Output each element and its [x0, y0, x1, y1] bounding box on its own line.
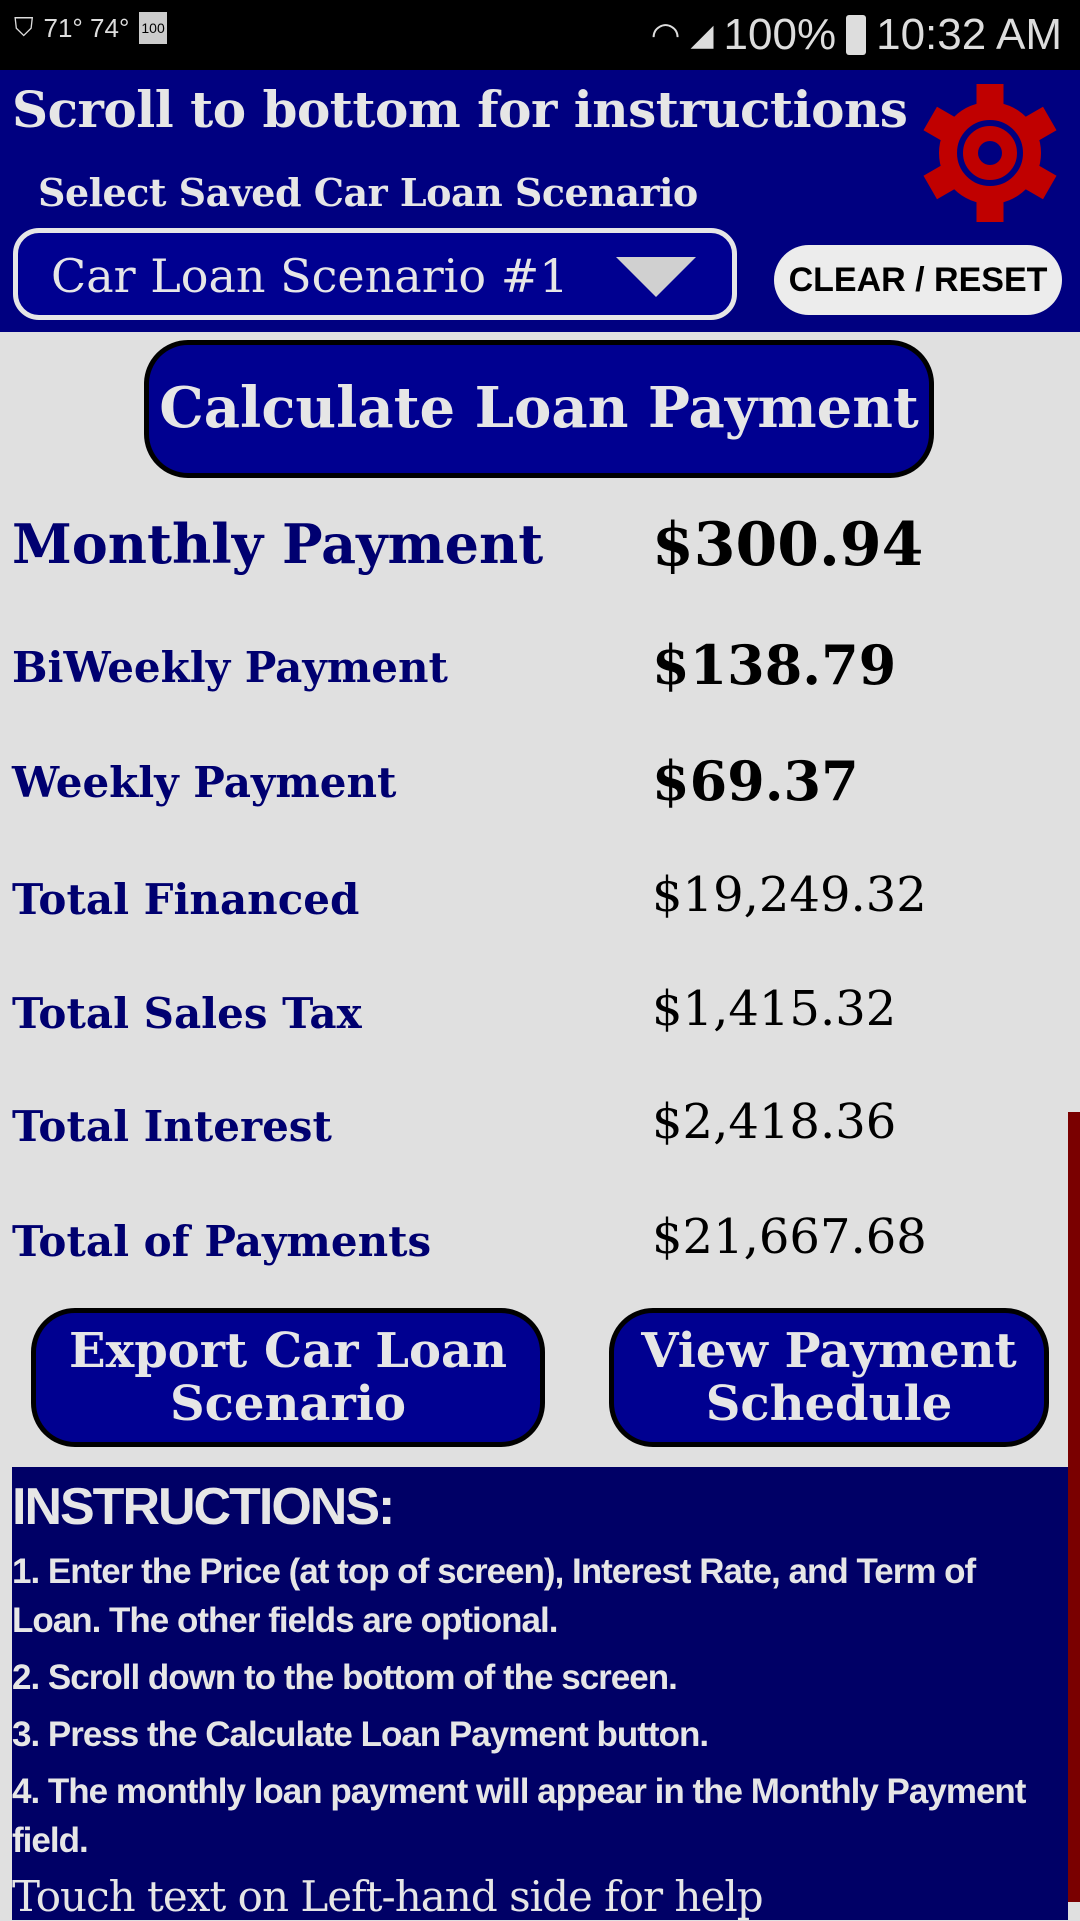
calculate-loan-payment-button[interactable]: Calculate Loan Payment [144, 340, 934, 478]
status-bar: ⛉ 71° 74° 100 ◠ ◢ 100% 10:32 AM [0, 0, 1080, 70]
total-sales-tax-label[interactable]: Total Sales Tax [12, 989, 362, 1038]
total-financed-label[interactable]: Total Financed [12, 875, 360, 924]
view-payment-schedule-button[interactable]: View Payment Schedule [609, 1308, 1049, 1447]
help-hint: Touch text on Left-hand side for help [12, 1872, 764, 1921]
weekly-payment-label[interactable]: Weekly Payment [12, 758, 397, 807]
clear-reset-button[interactable]: CLEAR / RESET [774, 245, 1062, 315]
weather-temps: 71° 74° [43, 12, 130, 43]
battery-saver-icon: 100 [139, 12, 167, 44]
total-financed-value: $19,249.32 [652, 867, 927, 923]
wifi-icon: ◠ [650, 16, 681, 54]
instruction-step: 2. Scroll down to the bottom of the scre… [12, 1658, 678, 1697]
clock: 10:32 AM [876, 10, 1062, 59]
instruction-step: 4. The monthly loan payment will appear … [12, 1772, 1026, 1860]
shield-icon: ⛉ [14, 12, 34, 42]
export-scenario-button[interactable]: Export Car Loan Scenario [31, 1308, 545, 1447]
battery-icon [846, 15, 867, 55]
weekly-payment-value: $69.37 [652, 749, 859, 813]
total-interest-label[interactable]: Total Interest [12, 1102, 332, 1151]
select-scenario-label: Select Saved Car Loan Scenario [38, 170, 698, 215]
biweekly-payment-label[interactable]: BiWeekly Payment [12, 643, 448, 692]
header: Scroll to bottom for instructions Select… [0, 70, 1080, 332]
instructions-heading: INSTRUCTIONS: [12, 1478, 395, 1536]
gear-icon[interactable] [915, 78, 1065, 228]
page-title: Scroll to bottom for instructions [12, 80, 908, 139]
dropdown-arrow-icon [616, 257, 696, 297]
battery-percent: 100% [723, 10, 837, 59]
total-interest-value: $2,418.36 [652, 1094, 897, 1150]
instruction-step: 3. Press the Calculate Loan Payment butt… [12, 1715, 709, 1754]
signal-icon: ◢ [690, 18, 714, 52]
instruction-step: 1. Enter the Price (at top of screen), I… [12, 1552, 976, 1640]
total-of-payments-value: $21,667.68 [652, 1209, 927, 1265]
biweekly-payment-value: $138.79 [652, 633, 897, 697]
total-sales-tax-value: $1,415.32 [652, 981, 897, 1037]
instructions-panel: INSTRUCTIONS: 1. Enter the Price (at top… [12, 1467, 1068, 1921]
scrollbar[interactable] [1068, 1112, 1080, 1902]
total-of-payments-label[interactable]: Total of Payments [12, 1217, 432, 1266]
monthly-payment-label[interactable]: Monthly Payment [12, 512, 544, 576]
scenario-dropdown[interactable]: Car Loan Scenario #1 [13, 228, 737, 320]
selected-scenario: Car Loan Scenario #1 [51, 249, 569, 303]
monthly-payment-value: $300.94 [652, 510, 924, 580]
